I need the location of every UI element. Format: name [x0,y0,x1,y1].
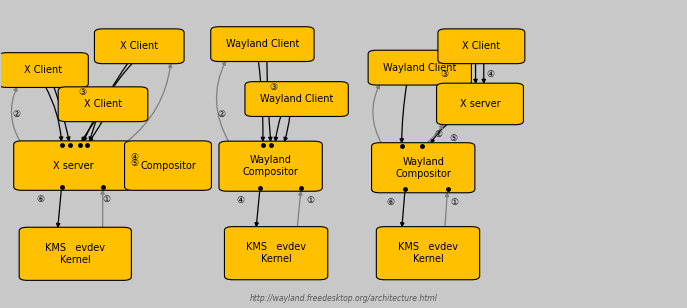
Text: ③: ③ [78,88,86,97]
FancyBboxPatch shape [14,141,133,190]
Text: X server: X server [460,99,500,109]
FancyBboxPatch shape [219,141,322,191]
Text: ②: ② [434,130,442,139]
Text: KMS   evdev
Kernel: KMS evdev Kernel [246,242,306,264]
Text: Wayland Client: Wayland Client [383,63,456,73]
Text: ⑤: ⑤ [449,134,457,143]
Text: X server: X server [53,160,93,171]
FancyBboxPatch shape [368,50,471,85]
Text: Wayland
Compositor: Wayland Compositor [243,156,299,177]
FancyBboxPatch shape [438,29,525,64]
Text: Compositor: Compositor [140,160,196,171]
Text: ③: ③ [440,70,449,79]
Text: KMS   evdev
Kernel: KMS evdev Kernel [45,243,105,265]
Text: ⑥: ⑥ [386,198,394,207]
Text: ②: ② [218,110,226,119]
Text: ⑥: ⑥ [36,195,45,204]
FancyBboxPatch shape [225,227,328,280]
FancyBboxPatch shape [124,141,212,190]
Text: X Client: X Client [120,41,158,51]
Text: X Client: X Client [25,65,63,75]
FancyBboxPatch shape [58,87,148,122]
Text: http://wayland.freedesktop.org/architecture.html: http://wayland.freedesktop.org/architect… [249,294,438,302]
Text: Wayland
Compositor: Wayland Compositor [395,157,451,179]
Text: Wayland Client: Wayland Client [226,39,299,49]
FancyBboxPatch shape [245,82,348,116]
FancyBboxPatch shape [436,83,523,125]
Text: ①: ① [306,196,315,205]
Text: ⑤: ⑤ [131,159,139,168]
Text: X Client: X Client [84,99,122,109]
Text: ②: ② [12,111,21,120]
Text: ④: ④ [237,196,245,205]
Text: X Client: X Client [462,41,500,51]
FancyBboxPatch shape [19,227,131,280]
FancyBboxPatch shape [372,143,475,193]
Text: ③: ③ [269,83,278,92]
FancyBboxPatch shape [0,53,89,87]
Text: Wayland Client: Wayland Client [260,94,333,104]
Text: KMS   evdev
Kernel: KMS evdev Kernel [398,242,458,264]
Text: ④: ④ [486,70,495,79]
Text: ①: ① [450,198,458,207]
Text: ①: ① [102,195,110,204]
FancyBboxPatch shape [211,27,314,62]
Text: ④: ④ [131,152,139,162]
FancyBboxPatch shape [94,29,184,64]
FancyBboxPatch shape [376,227,480,280]
